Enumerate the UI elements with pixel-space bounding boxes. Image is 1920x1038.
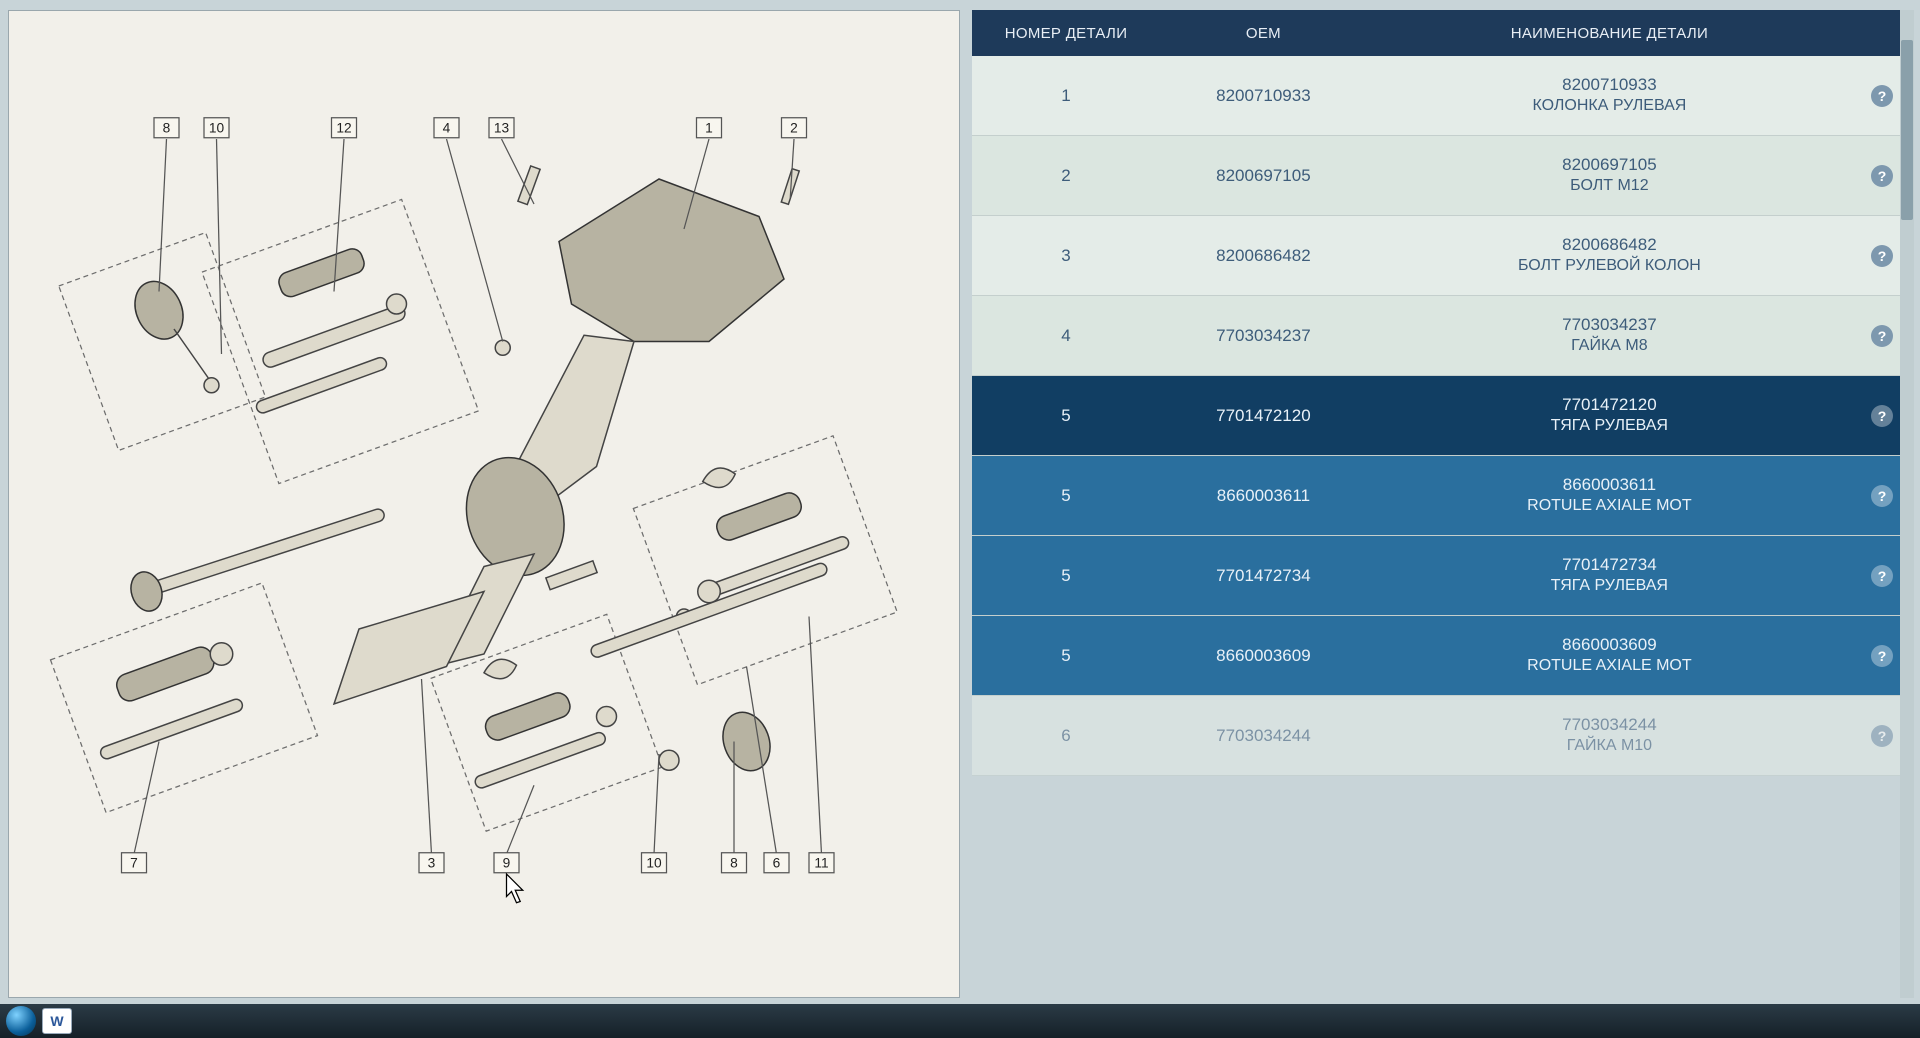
help-icon[interactable]: ? — [1871, 725, 1893, 747]
help-icon[interactable]: ? — [1871, 565, 1893, 587]
table-row[interactable]: 577014727347701472734ТЯГА РУЛЕВАЯ? — [972, 536, 1912, 616]
part-long-rod-left — [126, 507, 386, 615]
word-glyph: W — [50, 1013, 63, 1029]
taskbar-word-icon[interactable]: W — [42, 1008, 72, 1034]
taskbar: W — [0, 1004, 1920, 1038]
app-root: 8101241312739108611 НОМЕР ДЕТАЛИ OEM НАИ… — [0, 0, 1920, 1038]
cell-oem: 8660003611 — [1160, 486, 1367, 506]
help-icon[interactable]: ? — [1871, 485, 1893, 507]
col-header-name: НАИМЕНОВАНИЕ ДЕТАЛИ — [1367, 25, 1852, 42]
cell-number: 4 — [972, 326, 1160, 346]
help-icon[interactable]: ? — [1871, 645, 1893, 667]
cell-name: 8200697105БОЛТ M12 — [1367, 154, 1852, 197]
part-rods-upper — [255, 246, 407, 415]
part-rods-lower-left — [99, 643, 244, 761]
cell-number: 5 — [972, 486, 1160, 506]
svg-text:11: 11 — [814, 856, 828, 871]
part-rods-right — [677, 468, 851, 624]
help-icon[interactable]: ? — [1871, 325, 1893, 347]
svg-text:3: 3 — [428, 856, 436, 871]
cell-oem: 7701472120 — [1160, 406, 1367, 426]
cell-number: 5 — [972, 646, 1160, 666]
table-row[interactable]: 182007109338200710933КОЛОНКА РУЛЕВАЯ? — [972, 56, 1912, 136]
parts-table-panel: НОМЕР ДЕТАЛИ OEM НАИМЕНОВАНИЕ ДЕТАЛИ 182… — [972, 10, 1912, 998]
table-row[interactable]: 677030342447703034244ГАЙКА M10? — [972, 696, 1912, 776]
cell-oem: 8200686482 — [1160, 246, 1367, 266]
help-icon[interactable]: ? — [1871, 165, 1893, 187]
col-header-number: НОМЕР ДЕТАЛИ — [972, 25, 1160, 42]
cell-name: 7701472120ТЯГА РУЛЕВАЯ — [1367, 394, 1852, 437]
part-steering-column — [334, 166, 799, 704]
exploded-diagram[interactable]: 8101241312739108611 — [9, 11, 959, 997]
table-row[interactable]: 477030342377703034237ГАЙКА M8? — [972, 296, 1912, 376]
cell-number: 3 — [972, 246, 1160, 266]
svg-text:4: 4 — [443, 121, 451, 136]
start-button[interactable] — [6, 1006, 36, 1036]
table-header: НОМЕР ДЕТАЛИ OEM НАИМЕНОВАНИЕ ДЕТАЛИ — [972, 10, 1912, 56]
table-row[interactable]: 586600036118660003611ROTULE AXIALE MOT? — [972, 456, 1912, 536]
table-body: 182007109338200710933КОЛОНКА РУЛЕВАЯ?282… — [972, 56, 1912, 998]
svg-text:1: 1 — [705, 121, 713, 136]
svg-text:7: 7 — [130, 856, 138, 871]
cell-name: 7703034237ГАЙКА M8 — [1367, 314, 1852, 357]
cell-oem: 7701472734 — [1160, 566, 1367, 586]
part-rods-lower-mid — [474, 659, 617, 789]
table-row[interactable]: 282006971058200697105БОЛТ M12? — [972, 136, 1912, 216]
cell-number: 1 — [972, 86, 1160, 106]
svg-text:12: 12 — [336, 121, 351, 136]
svg-text:10: 10 — [646, 856, 662, 871]
svg-text:8: 8 — [163, 121, 171, 136]
cell-name: 7701472734ТЯГА РУЛЕВАЯ — [1367, 554, 1852, 597]
svg-text:8: 8 — [730, 856, 738, 871]
cell-oem: 8200697105 — [1160, 166, 1367, 186]
col-header-oem: OEM — [1160, 25, 1367, 42]
svg-text:13: 13 — [494, 121, 510, 136]
help-icon[interactable]: ? — [1871, 245, 1893, 267]
help-icon[interactable]: ? — [1871, 85, 1893, 107]
cell-name: 8200710933КОЛОНКА РУЛЕВАЯ — [1367, 74, 1852, 117]
cell-name: 8200686482БОЛТ РУЛЕВОЙ КОЛОН — [1367, 234, 1852, 277]
cell-oem: 7703034244 — [1160, 726, 1367, 746]
cell-number: 6 — [972, 726, 1160, 746]
svg-text:9: 9 — [503, 856, 511, 871]
cell-name: 8660003609ROTULE AXIALE MOT — [1367, 634, 1852, 677]
diagram-panel[interactable]: 8101241312739108611 — [8, 10, 960, 998]
cell-oem: 8200710933 — [1160, 86, 1367, 106]
table-row[interactable]: 577014721207701472120ТЯГА РУЛЕВАЯ? — [972, 376, 1912, 456]
svg-text:6: 6 — [773, 856, 781, 871]
svg-text:2: 2 — [790, 121, 798, 136]
table-row[interactable]: 586600036098660003609ROTULE AXIALE MOT? — [972, 616, 1912, 696]
table-row[interactable]: 382006864828200686482БОЛТ РУЛЕВОЙ КОЛОН? — [972, 216, 1912, 296]
help-icon[interactable]: ? — [1871, 405, 1893, 427]
cell-number: 5 — [972, 566, 1160, 586]
scrollbar-thumb[interactable] — [1901, 40, 1913, 220]
cell-oem: 7703034237 — [1160, 326, 1367, 346]
part-tie-rod-end-ul — [126, 274, 219, 393]
cell-number: 2 — [972, 166, 1160, 186]
cell-oem: 8660003609 — [1160, 646, 1367, 666]
cell-name: 7703034244ГАЙКА M10 — [1367, 714, 1852, 757]
scrollbar[interactable] — [1900, 10, 1914, 998]
cell-name: 8660003611ROTULE AXIALE MOT — [1367, 474, 1852, 517]
svg-text:10: 10 — [209, 121, 225, 136]
cell-number: 5 — [972, 406, 1160, 426]
